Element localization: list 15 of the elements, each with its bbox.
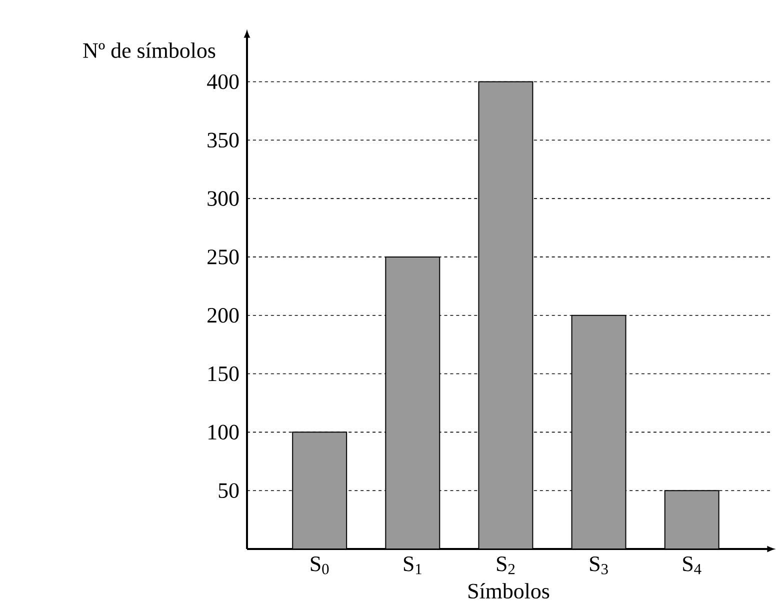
y-tick-label: 150 <box>208 366 239 382</box>
y-tick-label: 200 <box>208 308 239 323</box>
x-tick-label: S$_{0}$ <box>310 556 329 574</box>
x-axis-title: Símbolos <box>468 583 550 599</box>
x-tick-label: S$_{3}$ <box>590 556 608 574</box>
y-tick-label: 50 <box>218 483 239 498</box>
x-tick-label: S$_{4}$ <box>683 556 702 574</box>
y-tick-label: 300 <box>208 191 239 206</box>
y-tick-label: 250 <box>208 250 239 264</box>
x-tick-label: S$_{2}$ <box>497 556 515 574</box>
x-tick-label: S$_{1}$ <box>404 556 422 574</box>
y-tick-label: 400 <box>207 74 239 90</box>
y-axis-title: Nº de símbolos <box>83 42 216 58</box>
y-tick-label: 350 <box>208 132 239 148</box>
y-tick-label: 100 <box>208 424 239 440</box>
